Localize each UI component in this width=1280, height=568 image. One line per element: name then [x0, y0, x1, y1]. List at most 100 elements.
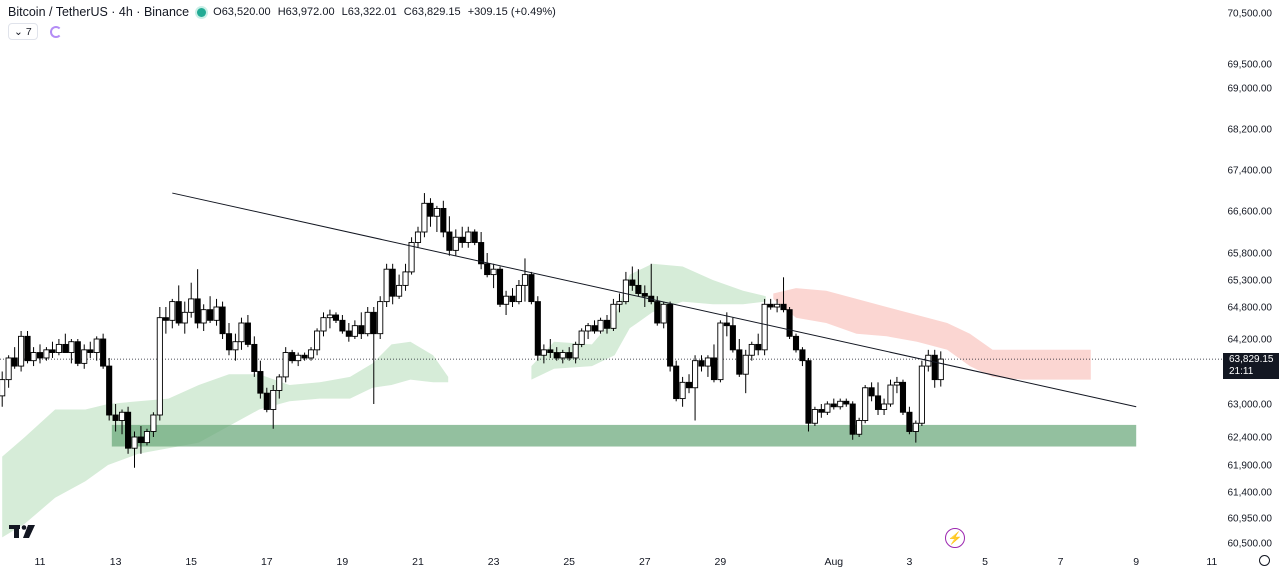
candle-body	[547, 349, 554, 353]
candle	[566, 347, 573, 361]
candle-body	[856, 420, 863, 435]
candle	[93, 336, 100, 361]
candle-body	[591, 325, 598, 332]
trendline[interactable]	[172, 192, 1137, 408]
candle	[30, 347, 37, 367]
candle-body	[188, 298, 195, 313]
time-tick-label: 23	[488, 556, 500, 568]
candle	[654, 296, 661, 326]
candle-body	[131, 436, 138, 449]
candle-body	[156, 317, 163, 416]
candle	[660, 301, 667, 329]
candle-body	[465, 231, 472, 243]
candle-body	[603, 319, 611, 329]
candle-body	[257, 371, 264, 394]
candle-body	[478, 242, 485, 265]
candle	[698, 355, 705, 372]
candle-body	[729, 325, 736, 351]
candle-body	[490, 268, 497, 276]
candle	[213, 298, 220, 326]
chevron-down-icon: ⌄	[14, 25, 23, 38]
candle	[597, 317, 604, 334]
candle-body	[515, 284, 522, 303]
candle	[528, 271, 535, 305]
candle	[881, 398, 888, 415]
price-tick-label: 60,950.00	[1228, 514, 1273, 525]
candle	[345, 323, 352, 342]
candle	[289, 349, 296, 364]
symbol-title[interactable]: Bitcoin / TetherUS · 4h · Binance	[8, 5, 190, 19]
candle-body	[276, 376, 283, 391]
candle-body	[912, 422, 919, 432]
candle-body	[339, 319, 346, 332]
candle	[792, 333, 800, 353]
candle	[263, 387, 270, 413]
change-value: +309.15 (+0.49%)	[467, 6, 556, 18]
candle	[351, 320, 358, 339]
candle	[692, 355, 699, 421]
candle-body	[931, 354, 938, 381]
price-tick-label: 63,000.00	[1228, 400, 1273, 411]
candle	[837, 398, 844, 410]
time-tick-label: 25	[563, 556, 575, 568]
candle-body	[175, 301, 182, 324]
candle	[358, 312, 365, 339]
candle-body	[427, 202, 434, 217]
candle	[906, 406, 913, 435]
candle	[43, 347, 50, 361]
candle-body	[396, 284, 403, 297]
candle-body	[194, 298, 201, 324]
time-tick-label: 9	[1133, 556, 1139, 568]
candle	[156, 307, 163, 421]
candle	[874, 382, 882, 415]
time-tick-label: 11	[1206, 556, 1217, 568]
candle	[818, 404, 825, 418]
candle-body	[818, 409, 825, 413]
candle	[389, 263, 396, 305]
candle	[36, 344, 44, 364]
candle	[68, 339, 75, 364]
candle	[843, 398, 850, 407]
candle-body	[837, 400, 844, 408]
settings-icon[interactable]	[1259, 555, 1270, 566]
candle-body	[55, 343, 62, 353]
candle	[320, 312, 327, 337]
candle-body	[937, 358, 944, 381]
candle	[402, 263, 409, 291]
candle	[414, 226, 422, 248]
candle-body	[811, 409, 818, 424]
time-tick-label: 3	[906, 556, 912, 568]
loading-icon	[49, 25, 62, 38]
candle	[112, 404, 119, 432]
candle-body	[112, 414, 119, 421]
candle	[118, 409, 126, 435]
candle-body	[314, 330, 321, 351]
candle-body	[673, 365, 680, 400]
candle	[717, 320, 724, 383]
candle	[188, 282, 195, 318]
candle-body	[207, 309, 214, 321]
candle-body	[440, 207, 447, 233]
candle-body	[849, 403, 856, 435]
candle-body	[18, 335, 25, 367]
candle	[635, 269, 642, 297]
candle	[452, 229, 459, 256]
candle	[100, 333, 107, 369]
candle-body	[484, 263, 491, 276]
indicators-toggle-button[interactable]: ⌄ 7	[8, 23, 38, 40]
candles	[0, 193, 944, 468]
lightning-icon[interactable]: ⚡	[945, 528, 965, 548]
candle-body	[270, 390, 277, 410]
candle	[761, 298, 768, 356]
price-axis[interactable]: 70,500.00 69,500.00 69,000.00 68,200.00 67,4…	[1228, 9, 1273, 550]
time-axis[interactable]: 11 13 15 17 19 21 23 25 27 29 Aug 3 5 7 9 11	[35, 556, 1218, 568]
candle-body	[200, 309, 207, 324]
candle-body	[761, 303, 768, 351]
candle	[225, 323, 233, 356]
time-tick-label: 21	[412, 556, 424, 568]
candle-body	[780, 303, 787, 311]
candle-body	[383, 268, 390, 303]
candle	[540, 344, 547, 364]
tradingview-logo-icon[interactable]	[9, 524, 37, 538]
